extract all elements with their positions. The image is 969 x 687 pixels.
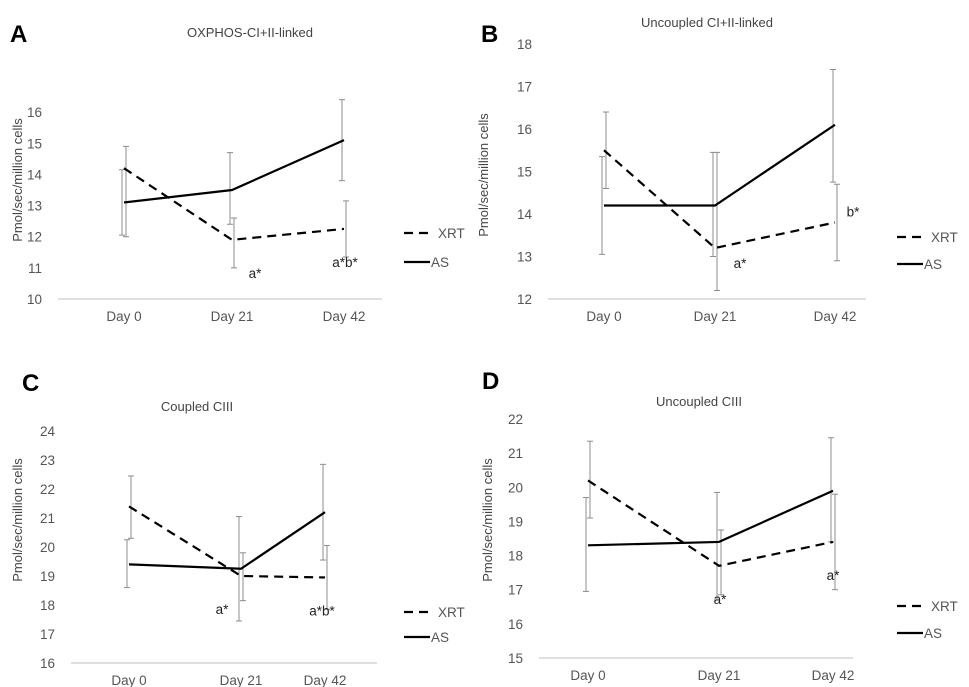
legend-label-as: AS: [924, 626, 942, 641]
y-axis-label: Pmol/sec/million cells: [480, 458, 495, 582]
series-line-as: [128, 511, 326, 570]
significance-label: a*: [734, 256, 748, 271]
series-line-xrt: [128, 505, 326, 579]
significance-label: a*: [249, 266, 263, 281]
y-tick-label: 18: [517, 37, 532, 52]
x-tick-label: Day 21: [698, 668, 741, 683]
x-tick-label: Day 42: [812, 668, 855, 683]
panel-letter: D: [482, 368, 499, 395]
y-tick-label: 14: [517, 207, 533, 222]
x-tick-label: Day 0: [570, 668, 605, 683]
panel-d: D Uncoupled CIII Pmol/sec/million cells 15 1…: [480, 368, 958, 683]
y-tick-label: 20: [40, 540, 55, 555]
y-tick-label: 17: [517, 80, 532, 95]
panel-letter: A: [10, 21, 27, 48]
y-tick-label: 24: [40, 424, 56, 439]
y-tick-label: 15: [27, 136, 42, 151]
y-axis-label: Pmol/sec/million cells: [476, 113, 491, 237]
series-line-xrt: [603, 149, 836, 250]
y-tick-label: 14: [27, 167, 43, 182]
x-tick-label: Day 42: [323, 309, 366, 324]
panel-letter: C: [22, 370, 39, 397]
x-tick-label: Day 21: [694, 309, 737, 324]
x-tick-label: Day 21: [220, 673, 263, 687]
significance-label: a*: [827, 568, 841, 583]
y-tick-label: 15: [508, 651, 523, 666]
y-tick-label: 10: [27, 292, 42, 307]
y-tick-label: 13: [517, 250, 532, 265]
series-line-as: [587, 489, 834, 547]
y-tick-label: 22: [40, 482, 55, 497]
chart-title: OXPHOS-CI+II-linked: [187, 25, 313, 40]
y-tick-label: 19: [40, 569, 55, 584]
y-tick-label: 21: [40, 511, 55, 526]
chart-title: Uncoupled CI+II-linked: [641, 15, 773, 30]
y-tick-label: 20: [508, 480, 523, 495]
chart-title: Uncoupled CIII: [656, 394, 742, 409]
significance-label: a*b*: [332, 255, 358, 270]
y-tick-label: 16: [517, 122, 532, 137]
series-line-xrt: [587, 479, 834, 567]
x-tick-label: Day 0: [111, 673, 146, 687]
y-tick-label: 17: [508, 583, 523, 598]
x-tick-label: Day 21: [211, 309, 254, 324]
panel-a: A OXPHOS-CI+II-linked Pmol/sec/million cel…: [10, 21, 465, 324]
legend-label-as: AS: [431, 630, 449, 645]
y-tick-label: 13: [27, 199, 42, 214]
y-tick-label: 16: [27, 105, 42, 120]
y-tick-label: 18: [508, 549, 523, 564]
significance-label: b*: [847, 205, 861, 220]
x-tick-label: Day 42: [304, 673, 347, 687]
panel-letter: B: [481, 21, 498, 48]
y-axis-label: Pmol/sec/million cells: [10, 458, 25, 582]
legend-label-xrt: XRT: [931, 599, 958, 614]
y-tick-label: 15: [517, 165, 532, 180]
significance-label: a*: [714, 592, 728, 607]
y-tick-label: 21: [508, 446, 523, 461]
y-tick-label: 16: [508, 617, 523, 632]
y-tick-label: 18: [40, 598, 55, 613]
x-tick-label: Day 0: [586, 309, 621, 324]
chart-title: Coupled CIII: [161, 399, 233, 414]
series-line-as: [123, 139, 345, 204]
series-line-as: [604, 123, 836, 207]
panel-c: C Coupled CIII Pmol/sec/million cells 16 17 1…: [10, 370, 465, 687]
y-tick-label: 17: [40, 627, 55, 642]
y-tick-label: 12: [27, 230, 42, 245]
y-tick-label: 16: [40, 656, 55, 671]
legend-label-as: AS: [431, 255, 449, 270]
y-tick-label: 11: [28, 261, 42, 276]
y-tick-label: 22: [508, 412, 523, 427]
legend-label-xrt: XRT: [438, 605, 465, 620]
significance-label: a*b*: [309, 603, 335, 618]
panel-b: B Uncoupled CI+II-linked Pmol/sec/million …: [476, 15, 958, 324]
y-tick-label: 23: [40, 453, 55, 468]
legend-label-xrt: XRT: [438, 226, 465, 241]
x-tick-label: Day 0: [106, 309, 141, 324]
x-tick-label: Day 42: [814, 309, 857, 324]
y-axis-label: Pmol/sec/million cells: [10, 118, 25, 242]
legend-label-xrt: XRT: [931, 230, 958, 245]
y-tick-label: 19: [508, 514, 523, 529]
y-tick-label: 12: [517, 292, 532, 307]
significance-label: a*: [216, 602, 230, 617]
legend-label-as: AS: [924, 257, 942, 272]
